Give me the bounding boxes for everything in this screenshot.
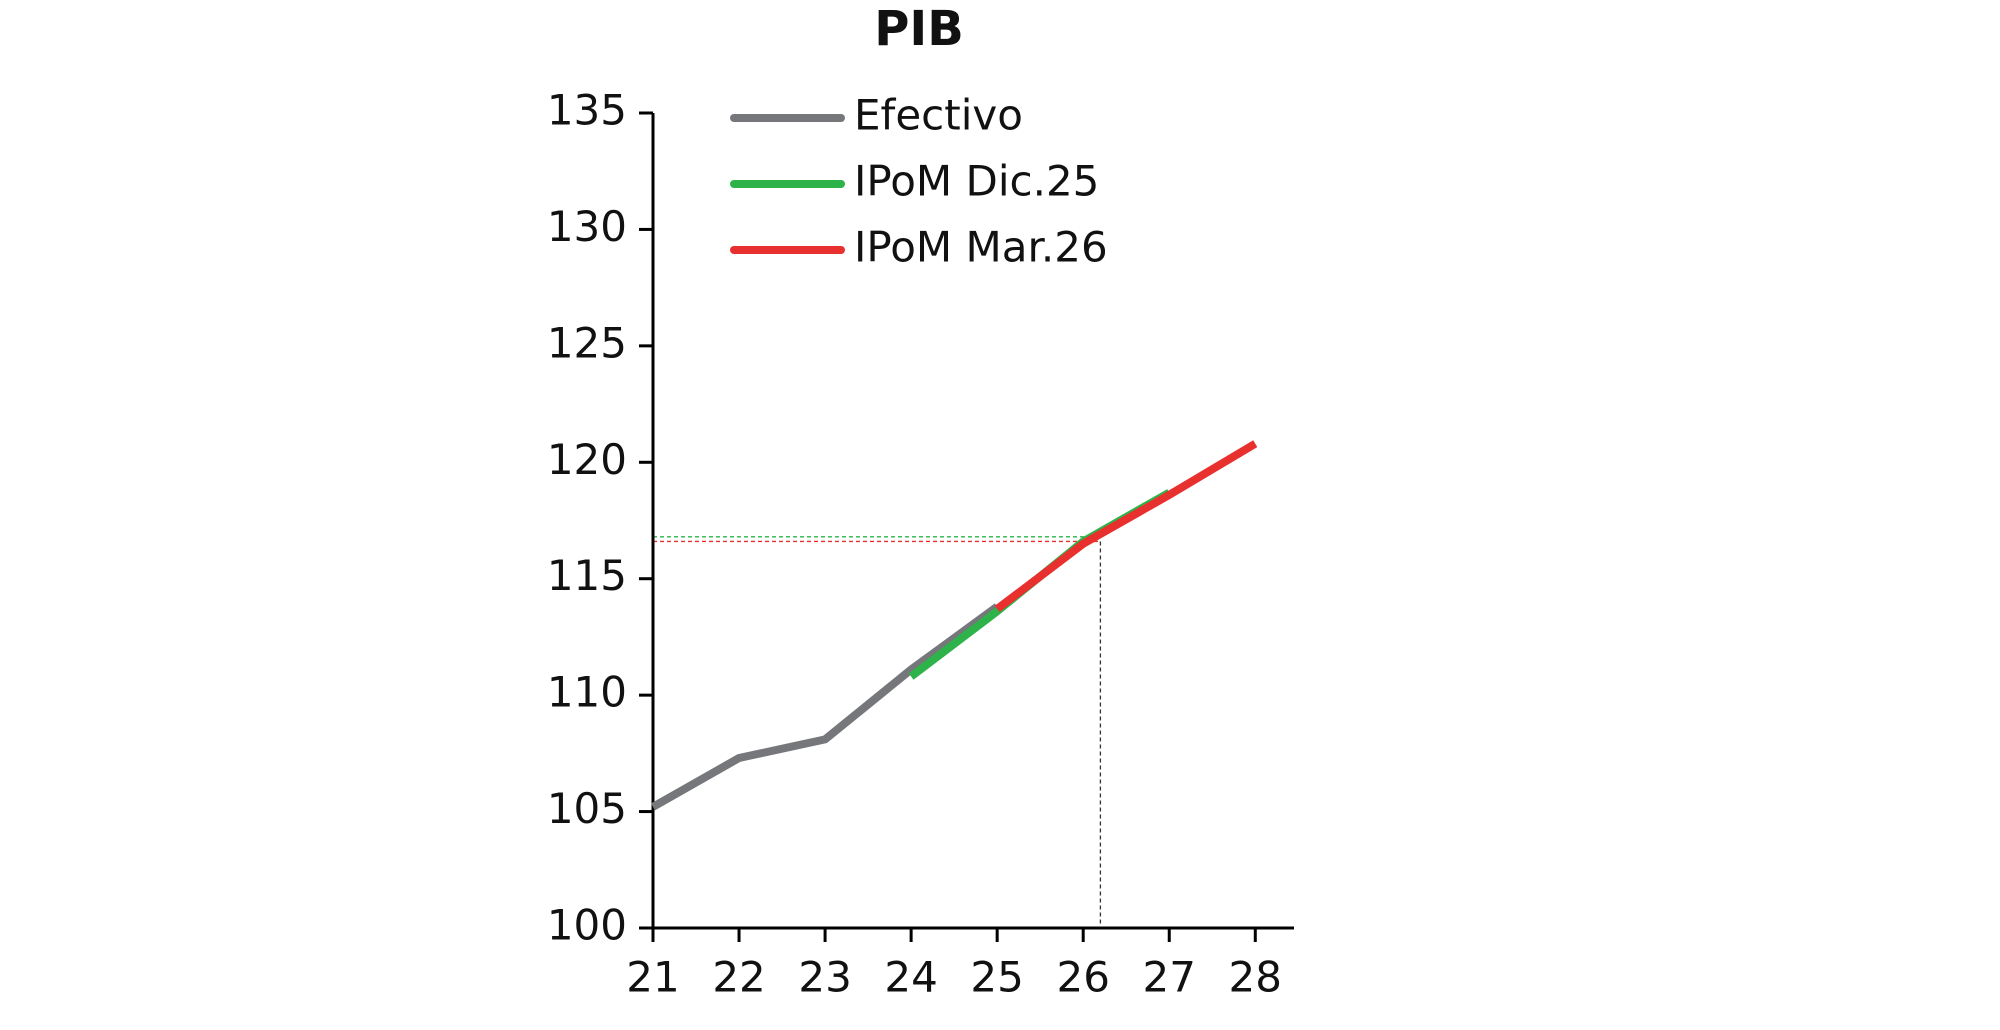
- y-tick-label: 115: [547, 551, 627, 600]
- y-tick-label: 135: [547, 86, 627, 135]
- y-tick-label: 125: [547, 318, 627, 367]
- x-tick-label: 24: [884, 953, 937, 1002]
- legend-label: Efectivo: [854, 91, 1023, 140]
- x-tick-label: 27: [1143, 953, 1196, 1002]
- y-tick-label: 130: [547, 202, 627, 251]
- series-line: [994, 440, 1258, 613]
- y-tick-label: 110: [547, 668, 627, 717]
- legend-label: IPoM Mar.26: [854, 223, 1108, 272]
- y-tick-label: 105: [547, 784, 627, 833]
- series-line: [651, 603, 1000, 811]
- legend-label: IPoM Dic.25: [854, 157, 1099, 206]
- chart-title: PIB: [874, 1, 964, 57]
- x-tick-label: 26: [1056, 953, 1109, 1002]
- y-tick-label: 120: [547, 435, 627, 484]
- y-tick-label: 100: [547, 901, 627, 950]
- x-tick-label: 23: [798, 953, 851, 1002]
- x-tick-label: 22: [712, 953, 765, 1002]
- x-tick-label: 25: [970, 953, 1023, 1002]
- x-tick-label: 28: [1229, 953, 1282, 1002]
- x-tick-label: 21: [626, 953, 679, 1002]
